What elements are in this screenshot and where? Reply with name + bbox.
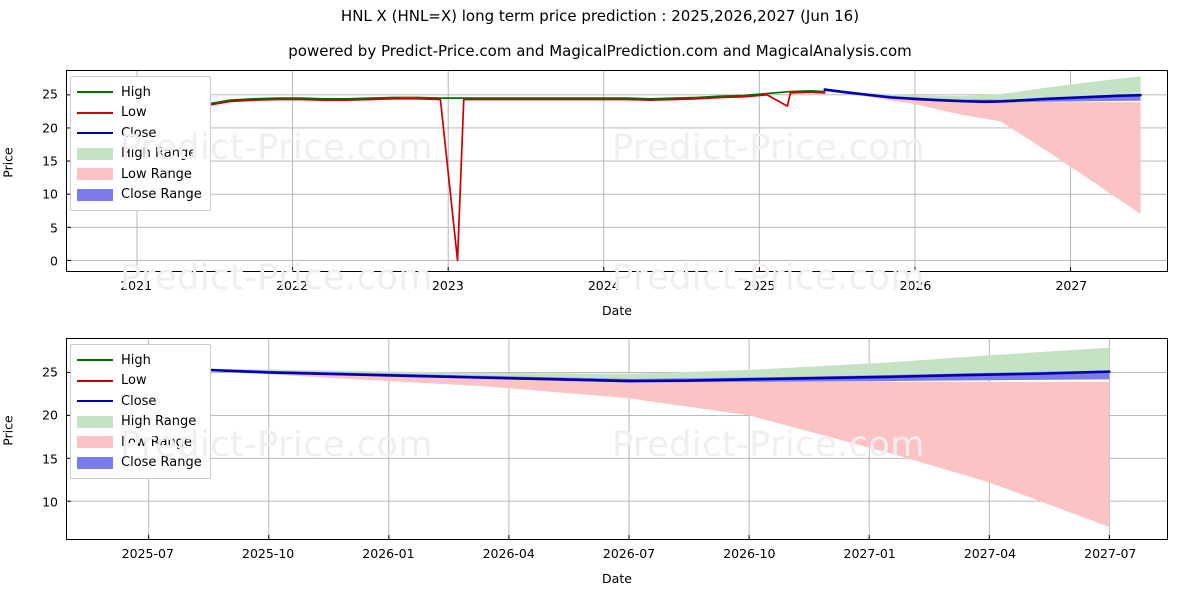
top-chart-legend: High Low Close High Range Low Range Close Ran… [70, 76, 211, 211]
legend-swatch-fill [77, 456, 113, 469]
legend-swatch-fill [77, 359, 113, 362]
x-tick-label: 2027 [1055, 278, 1088, 293]
chart-subtitle: powered by Predict-Price.com and Magical… [288, 42, 912, 60]
legend-swatch-fill [77, 91, 113, 94]
x-tick-label: 2026-07 [602, 546, 656, 561]
y-tick-label: 25 [42, 86, 58, 102]
legend-swatch-low-icon [77, 106, 113, 120]
legend-swatch-high-range-icon [77, 147, 113, 161]
legend-label: Close [121, 393, 157, 409]
x-tick-label: 2024 [587, 278, 620, 293]
x-tick-label: 2025 [743, 278, 776, 293]
legend-swatch-high-range-icon [77, 415, 113, 429]
legend-item: Low Range [77, 432, 202, 453]
top-chart-axes [66, 70, 1168, 272]
x-tick-label: 2027-07 [1084, 546, 1137, 561]
legend-item: Close [77, 391, 202, 412]
bottom-chart-axes [66, 338, 1168, 540]
legend-swatch-fill [77, 132, 113, 135]
series-line-low [89, 91, 826, 262]
legend-item: High [77, 350, 202, 371]
bottom-chart-legend: High Low Close High Range Low Range Close Ran… [70, 344, 211, 479]
y-tick-label: 20 [42, 407, 58, 423]
legend-label: High [121, 84, 151, 100]
series-line-close [823, 88, 1142, 104]
x-tick-label: 2026-01 [362, 546, 415, 561]
legend-swatch-low-range-icon [77, 167, 113, 181]
top-x-axis-label: Date [602, 303, 632, 318]
y-tick-label: 5 [50, 220, 58, 236]
series-line-high [89, 90, 826, 106]
legend-label: Close Range [121, 187, 202, 203]
range-band-close-range [206, 369, 1110, 383]
bottom-y-axis-label: Price [0, 415, 16, 446]
legend-swatch-low-range-icon [77, 435, 113, 449]
y-tick-label: 15 [42, 153, 58, 169]
legend-swatch-high-icon [77, 85, 113, 99]
legend-swatch-fill [77, 168, 113, 181]
legend-label: Low [121, 105, 147, 121]
legend-swatch-fill [77, 436, 113, 449]
legend-item: High Range [77, 144, 202, 165]
y-tick-label: 25 [42, 364, 58, 380]
series-line-close [204, 368, 1111, 383]
x-tick-label: 2022 [276, 278, 308, 293]
bottom-chart-plot [67, 339, 1167, 539]
legend-item: High Range [77, 412, 202, 433]
bottom-x-axis-label: Date [602, 571, 632, 586]
range-band-high-range [824, 76, 1141, 102]
x-tick-label: 2026-10 [723, 546, 776, 561]
x-tick-label: 2027-04 [963, 546, 1017, 561]
x-tick-label: 2025-10 [241, 546, 295, 561]
y-tick-label: 20 [42, 120, 58, 136]
legend-swatch-fill [77, 111, 113, 114]
legend-label: Low Range [121, 166, 192, 182]
legend-swatch-close-icon [77, 126, 113, 140]
legend-label: High Range [121, 146, 197, 162]
legend-item: Low Range [77, 164, 202, 185]
legend-swatch-fill [77, 147, 113, 160]
legend-swatch-close-range-icon [77, 188, 113, 202]
legend-swatch-fill [77, 188, 113, 201]
x-tick-label: 2021 [120, 278, 153, 293]
x-tick-label: 2026-04 [482, 546, 535, 561]
legend-swatch-fill [77, 415, 113, 428]
legend-label: High [121, 352, 151, 368]
range-band-low-range [824, 89, 1141, 215]
legend-label: Low Range [121, 434, 192, 450]
legend-label: Close Range [121, 455, 202, 471]
range-band-high-range [206, 347, 1110, 381]
top-y-axis-label: Price [0, 147, 16, 178]
legend-swatch-close-icon [77, 394, 113, 408]
y-tick-label: 10 [42, 186, 58, 202]
legend-item: Low [77, 103, 202, 124]
x-tick-label: 2027-01 [843, 546, 896, 561]
legend-item: Low [77, 371, 202, 392]
y-tick-label: 0 [50, 253, 58, 269]
legend-swatch-fill [77, 379, 113, 382]
legend-item: Close Range [77, 453, 202, 474]
chart-title: HNL X (HNL=X) long term price prediction… [340, 7, 860, 25]
legend-swatch-fill [77, 400, 113, 403]
legend-swatch-high-icon [77, 353, 113, 367]
x-tick-label: 2023 [431, 278, 464, 293]
legend-item: Close [77, 123, 202, 144]
legend-item: High [77, 82, 202, 103]
legend-swatch-low-icon [77, 374, 113, 388]
range-band-low-range [206, 369, 1110, 527]
y-tick-label: 15 [42, 451, 58, 466]
legend-label: Low [121, 373, 147, 389]
legend-label: Close [121, 125, 157, 141]
x-tick-label: 2026 [899, 278, 932, 293]
top-chart-plot [67, 71, 1167, 271]
legend-label: High Range [121, 414, 197, 430]
y-tick-label: 10 [42, 494, 58, 510]
legend-swatch-close-range-icon [77, 456, 113, 470]
legend-item: Close Range [77, 185, 202, 206]
x-tick-label: 2025-07 [121, 546, 174, 561]
